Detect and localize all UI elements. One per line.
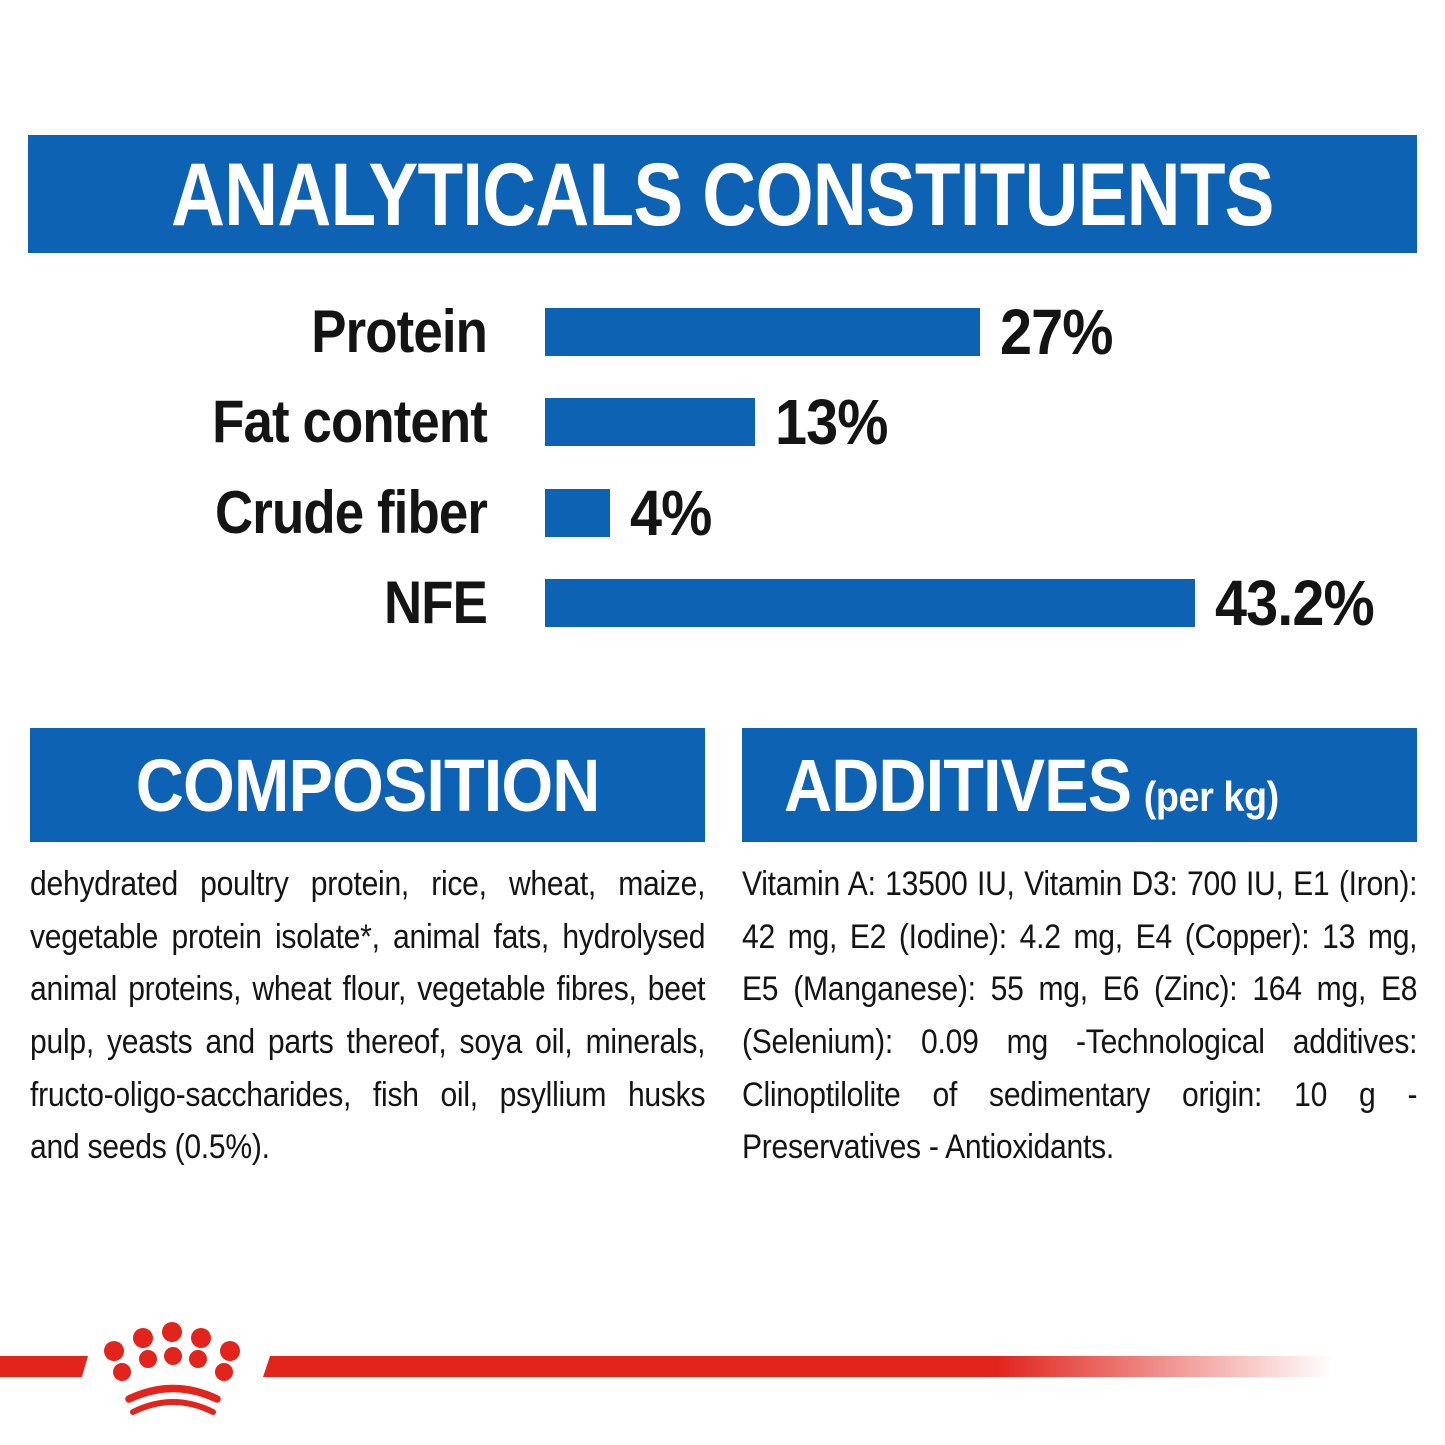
chart-bar [545,308,980,356]
footer-red-line-right [263,1356,1343,1377]
chart-value-label: 43.2% [1215,567,1375,639]
additives-title-wrap: ADDITIVES (per kg) [784,743,1279,828]
chart-value-label: 13% [775,386,888,458]
footer-red-line-left [0,1356,88,1377]
page-title: ANALYTICALS CONSTITUENTS [171,143,1275,244]
chart-row: Protein 27% [0,287,1445,377]
additives-unit-label: (per kg) [1143,772,1279,820]
composition-text: dehydrated poultry protein, rice, wheat,… [30,865,706,1167]
chart-category-label: Protein [311,298,488,365]
chart-bar [545,398,755,446]
chart-bar [545,579,1195,627]
chart-row: NFE 43.2% [0,558,1445,648]
chart-value-label: 4% [630,477,712,549]
royal-canin-crown-icon [104,1322,240,1415]
chart-row: Crude fiber 4% [0,468,1445,558]
additives-text: Vitamin A: 13500 IU, Vitamin D3: 700 IU,… [742,865,1418,1167]
additives-banner: ADDITIVES (per kg) [742,728,1417,842]
chart-row: Fat content 13% [0,377,1445,467]
analyticals-banner: ANALYTICALS CONSTITUENTS [28,135,1417,253]
composition-banner: COMPOSITION [30,728,705,842]
chart-category-label: Fat content [212,388,488,455]
chart-value-label: 27% [1000,296,1113,368]
composition-title: COMPOSITION [135,743,601,827]
chart-category-label: NFE [384,569,488,636]
additives-title: ADDITIVES [784,743,1132,827]
chart-category-label: Crude fiber [215,479,488,546]
chart-bar [545,489,610,537]
bar-chart: Protein 27% Fat content 13% Crude fiber … [0,0,1445,700]
